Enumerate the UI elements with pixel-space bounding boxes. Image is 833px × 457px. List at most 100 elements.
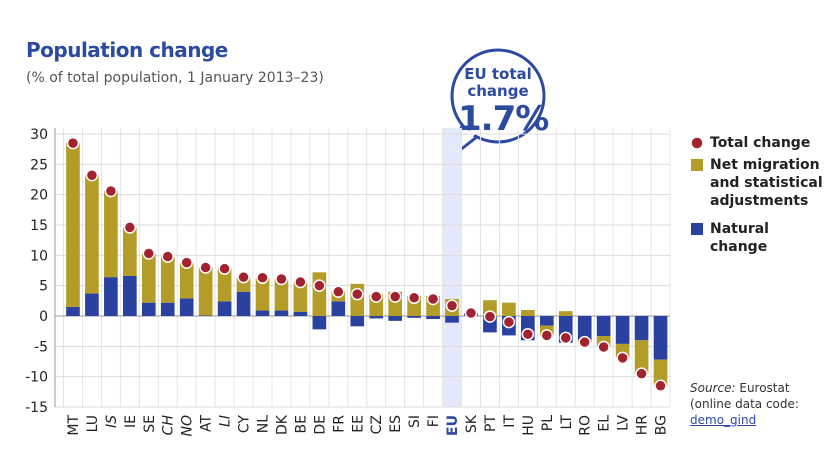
x-tick-label: IT	[502, 415, 518, 428]
x-tick-label: NO	[180, 415, 196, 437]
x-tick-label: DK	[274, 414, 290, 435]
source-note: Source: Eurostat (online data code: demo…	[690, 380, 822, 428]
bar-segment	[274, 278, 289, 311]
bar-segment	[350, 316, 365, 327]
bar-segment	[179, 262, 194, 299]
bar-segment	[653, 316, 668, 360]
bar-segment	[521, 309, 535, 316]
x-tick-label: LU	[85, 415, 101, 432]
total-dot	[294, 275, 307, 289]
bar-segment	[160, 302, 175, 316]
total-dot	[237, 270, 250, 284]
y-tick-label: -15	[25, 400, 48, 416]
total-dot	[199, 261, 212, 274]
total-dot	[332, 285, 345, 298]
x-tick-label: FR	[331, 415, 347, 433]
legend-label: Net migration and statistical adjustment…	[710, 157, 823, 209]
x-tick-label: RO	[578, 415, 594, 436]
x-tick-label: IE	[123, 415, 139, 428]
x-tick-label: ES	[388, 415, 404, 433]
total-dot	[559, 331, 573, 345]
x-tick-label: FI	[426, 415, 442, 427]
x-tick-label: SI	[407, 415, 423, 428]
bar-segment	[85, 293, 99, 316]
x-tick-label: PT	[483, 415, 499, 432]
total-dot	[426, 292, 440, 306]
x-tick-label: BG	[654, 415, 670, 435]
x-tick-label: HR	[635, 415, 651, 436]
bar-segment	[445, 316, 459, 323]
bar-segment	[293, 282, 308, 312]
x-tick-label: LV	[616, 415, 632, 431]
y-tick-label: 20	[30, 188, 48, 204]
total-dot	[123, 221, 137, 234]
x-tick-label: EL	[597, 415, 613, 432]
total-dot	[597, 340, 610, 354]
source-text: Eurostat (online data code:	[690, 381, 799, 411]
bar-segment	[539, 316, 554, 326]
bar-segment	[596, 316, 611, 337]
x-tick-label: CY	[237, 415, 253, 434]
source-code[interactable]: demo_gind	[690, 413, 757, 427]
bar-segment	[66, 143, 80, 307]
bar-segment	[653, 359, 668, 386]
bar-segment	[274, 310, 289, 316]
bar-segment	[634, 340, 649, 374]
total-dot	[369, 290, 383, 303]
total-dot	[502, 315, 516, 329]
total-dot	[275, 272, 288, 286]
total-dot	[540, 329, 554, 342]
legend-swatch	[691, 159, 703, 171]
chart-title: Population change	[26, 38, 228, 62]
bar-segment	[407, 316, 421, 318]
bar-segment	[104, 277, 118, 316]
total-dot	[445, 299, 459, 312]
source-label: Source:	[690, 381, 736, 395]
x-tick-label: SK	[464, 414, 480, 433]
callout-value: 1.7%	[458, 99, 549, 139]
bar-segment	[217, 301, 232, 316]
x-tick-label: DE	[312, 415, 328, 435]
x-tick-label: LT	[559, 415, 575, 430]
x-tick-label: CH	[161, 415, 177, 436]
total-dot	[616, 351, 629, 365]
legend-swatch	[691, 223, 703, 235]
y-tick-label: 10	[30, 248, 48, 264]
x-tick-label: SE	[142, 415, 158, 433]
bar-segment	[255, 277, 270, 311]
bar-segment	[198, 267, 213, 316]
bar-segment	[141, 302, 156, 316]
total-dot	[142, 247, 156, 260]
total-dot	[578, 335, 591, 349]
x-tick-label: PL	[540, 415, 556, 431]
total-dot	[161, 250, 174, 263]
legend-label: Natural change	[710, 221, 769, 255]
bar-segment	[85, 175, 99, 294]
x-tick-label: IS	[104, 415, 120, 428]
x-tick-label: MT	[66, 415, 82, 436]
y-tick-label: -10	[25, 370, 48, 386]
bar-segment	[179, 298, 194, 316]
x-tick-label: BE	[293, 415, 309, 433]
bar-segment	[104, 191, 118, 278]
total-dot	[104, 184, 118, 198]
bar-segment	[66, 306, 80, 316]
total-dot	[180, 256, 193, 269]
callout-bubble	[450, 48, 546, 144]
bar-segment	[236, 291, 251, 316]
y-tick-label: 15	[30, 218, 48, 234]
bar-segment	[160, 256, 175, 303]
callout: EU total change 1.7%	[458, 66, 549, 139]
bar-segment	[293, 311, 308, 316]
bar-segment	[198, 315, 213, 316]
bar-segment	[123, 227, 137, 276]
y-tick-label: -5	[34, 339, 48, 355]
bar-segment	[312, 272, 327, 316]
y-tick-label: 25	[30, 157, 48, 173]
bar-segment	[577, 316, 592, 340]
total-dot	[407, 291, 421, 305]
x-tick-label: EU	[445, 415, 461, 436]
bar-segment	[123, 275, 137, 316]
